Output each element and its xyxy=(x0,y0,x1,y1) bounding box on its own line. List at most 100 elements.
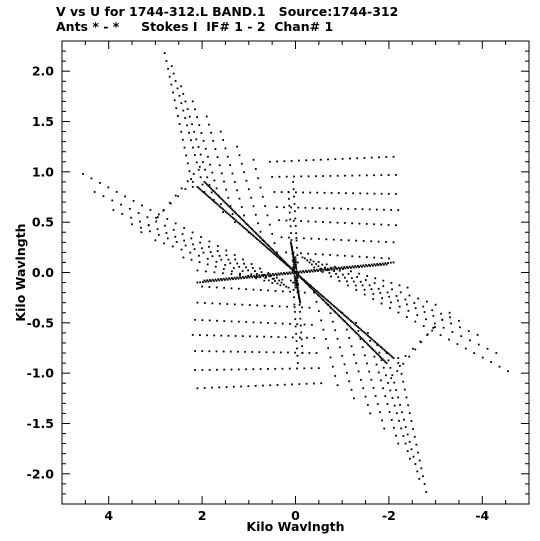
uv-point xyxy=(397,209,400,211)
uv-point xyxy=(184,100,187,103)
uv-point xyxy=(363,354,366,357)
uv-point xyxy=(360,265,363,268)
uv-point xyxy=(194,318,196,321)
uv-point xyxy=(340,317,343,320)
uv-point xyxy=(180,102,183,105)
uv-point xyxy=(306,259,309,262)
uv-point xyxy=(212,139,215,142)
uv-point xyxy=(225,254,228,257)
uv-point xyxy=(209,197,212,200)
uv-point xyxy=(226,303,229,305)
uv-point xyxy=(269,246,272,249)
uv-point xyxy=(224,147,227,150)
uv-point xyxy=(281,322,284,325)
uv-point xyxy=(238,154,241,157)
uv-point xyxy=(284,273,287,276)
uv-point xyxy=(345,328,348,331)
uv-point xyxy=(199,153,202,156)
uv-point xyxy=(442,326,445,329)
uv-point xyxy=(344,276,346,279)
uv-point xyxy=(322,328,325,331)
uv-point xyxy=(277,256,280,259)
uv-point xyxy=(205,270,207,273)
uv-point xyxy=(291,248,294,251)
uv-point xyxy=(303,367,306,370)
uv-point xyxy=(334,310,336,313)
uv-point xyxy=(299,310,301,313)
uv-point xyxy=(222,350,225,353)
uv-point xyxy=(450,322,452,325)
uv-point xyxy=(202,251,205,254)
uv-point xyxy=(382,263,385,266)
uv-point xyxy=(247,188,250,191)
uv-point xyxy=(185,154,188,157)
uv-point xyxy=(402,418,405,421)
uv-point xyxy=(348,337,351,339)
uv-point xyxy=(344,314,347,317)
uv-point xyxy=(336,337,339,340)
uv-point xyxy=(388,411,391,413)
uv-point xyxy=(200,236,202,238)
uv-point xyxy=(382,348,385,351)
uv-point xyxy=(201,350,204,353)
uv-point xyxy=(230,287,233,290)
uv-point xyxy=(216,203,219,206)
uv-point xyxy=(395,173,397,176)
uv-point xyxy=(311,270,314,273)
uv-point xyxy=(473,352,476,355)
uv-point xyxy=(195,161,198,164)
uv-point xyxy=(294,318,297,321)
uv-point xyxy=(319,296,322,299)
uv-point xyxy=(291,251,294,254)
uv-point xyxy=(293,210,296,213)
uv-point xyxy=(223,279,226,281)
uv-point xyxy=(288,211,291,214)
uv-point xyxy=(397,299,399,302)
uv-point xyxy=(269,249,271,252)
uv-point xyxy=(249,226,252,229)
uv-point xyxy=(157,213,160,216)
uv-point xyxy=(294,224,297,227)
uv-point xyxy=(115,190,118,193)
uv-point xyxy=(167,67,169,70)
uv-point xyxy=(252,229,255,232)
uv-point xyxy=(406,286,409,289)
uv-point xyxy=(211,171,214,174)
uv-point xyxy=(245,321,248,323)
uv-point xyxy=(180,248,183,251)
uv-point xyxy=(322,299,325,301)
uv-point xyxy=(301,306,303,309)
uv-point xyxy=(172,229,175,231)
uv-point xyxy=(281,273,284,276)
uv-point xyxy=(266,368,269,370)
uv-point xyxy=(221,279,223,282)
uv-point xyxy=(292,188,295,191)
uv-point xyxy=(286,273,289,275)
uv-point xyxy=(425,318,427,321)
uv-point xyxy=(393,426,395,429)
uv-point xyxy=(307,220,310,223)
uv-point xyxy=(366,192,369,195)
uv-point xyxy=(163,242,166,245)
uv-point xyxy=(335,307,338,310)
uv-point xyxy=(285,285,288,288)
uv-point xyxy=(196,116,198,119)
uv-point xyxy=(226,212,229,214)
uv-point xyxy=(243,277,245,280)
uv-point xyxy=(194,350,196,352)
uv-point xyxy=(215,260,218,263)
uv-point xyxy=(300,271,303,274)
uv-point xyxy=(107,186,110,189)
uv-point xyxy=(375,363,378,366)
uv-point xyxy=(227,204,230,207)
uv-point xyxy=(224,210,227,213)
uv-point xyxy=(225,249,228,252)
uv-point xyxy=(271,251,274,254)
uv-point xyxy=(140,231,143,234)
uv-point xyxy=(211,386,213,389)
uv-point xyxy=(397,357,400,359)
uv-point xyxy=(198,165,201,168)
uv-point xyxy=(184,188,187,191)
uv-point xyxy=(264,276,267,279)
uv-point xyxy=(398,284,401,287)
